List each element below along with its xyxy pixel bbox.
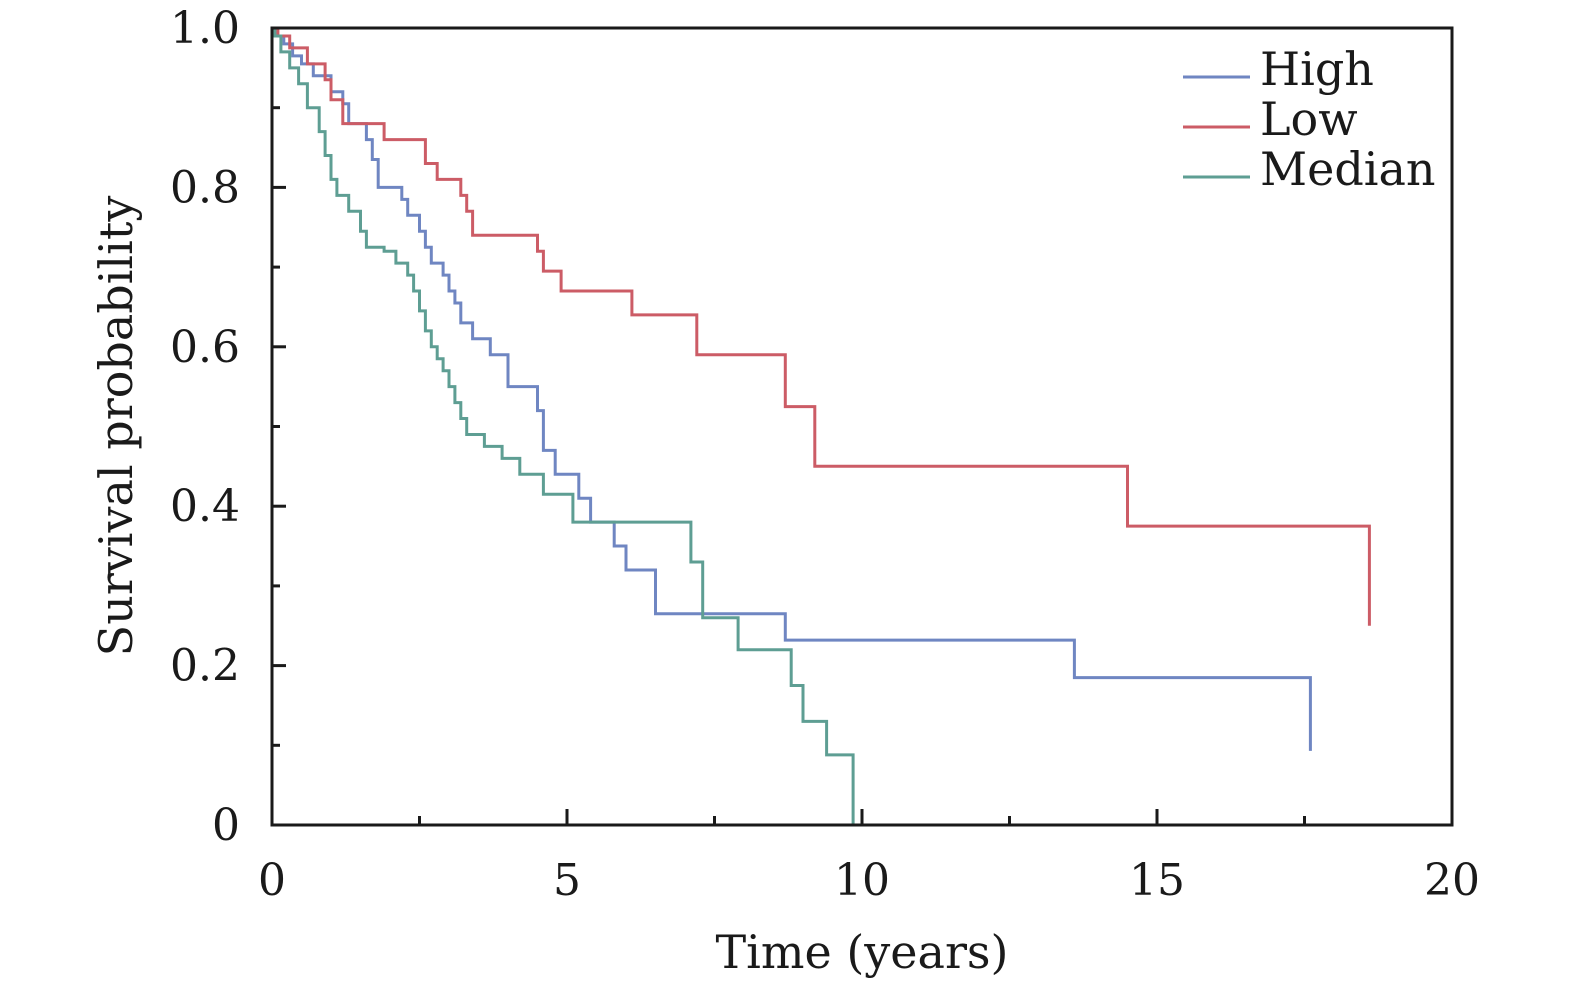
legend-label-high: High (1260, 42, 1374, 96)
legend-label-median: Median (1260, 142, 1436, 196)
x-tick-label: 20 (1424, 855, 1480, 906)
plot-lines (272, 26, 1371, 825)
y-tick-label: 0.4 (170, 481, 240, 532)
y-axis-title: Survival probability (89, 196, 143, 657)
tick-labels: 0 5 10 15 20 0 0.2 0.4 0.6 0.8 1.0 (170, 3, 1480, 906)
x-axis-title: Time (years) (716, 925, 1009, 979)
x-tick-label: 5 (553, 855, 581, 906)
y-tick-label: 1.0 (170, 3, 240, 54)
legend-label-low: Low (1260, 92, 1358, 146)
axis-ticks (270, 26, 1454, 827)
x-tick-label: 0 (258, 855, 286, 906)
series-line-high (272, 26, 1312, 751)
y-tick-label: 0 (212, 800, 240, 851)
y-tick-label: 0.2 (170, 641, 240, 692)
y-tick-label: 0.6 (170, 322, 240, 373)
x-tick-label: 15 (1129, 855, 1185, 906)
legend: High Low Median (1183, 42, 1436, 196)
series-line-low (272, 26, 1371, 626)
x-tick-label: 10 (834, 855, 890, 906)
y-tick-label: 0.8 (170, 162, 240, 213)
series-line-median (272, 26, 855, 825)
